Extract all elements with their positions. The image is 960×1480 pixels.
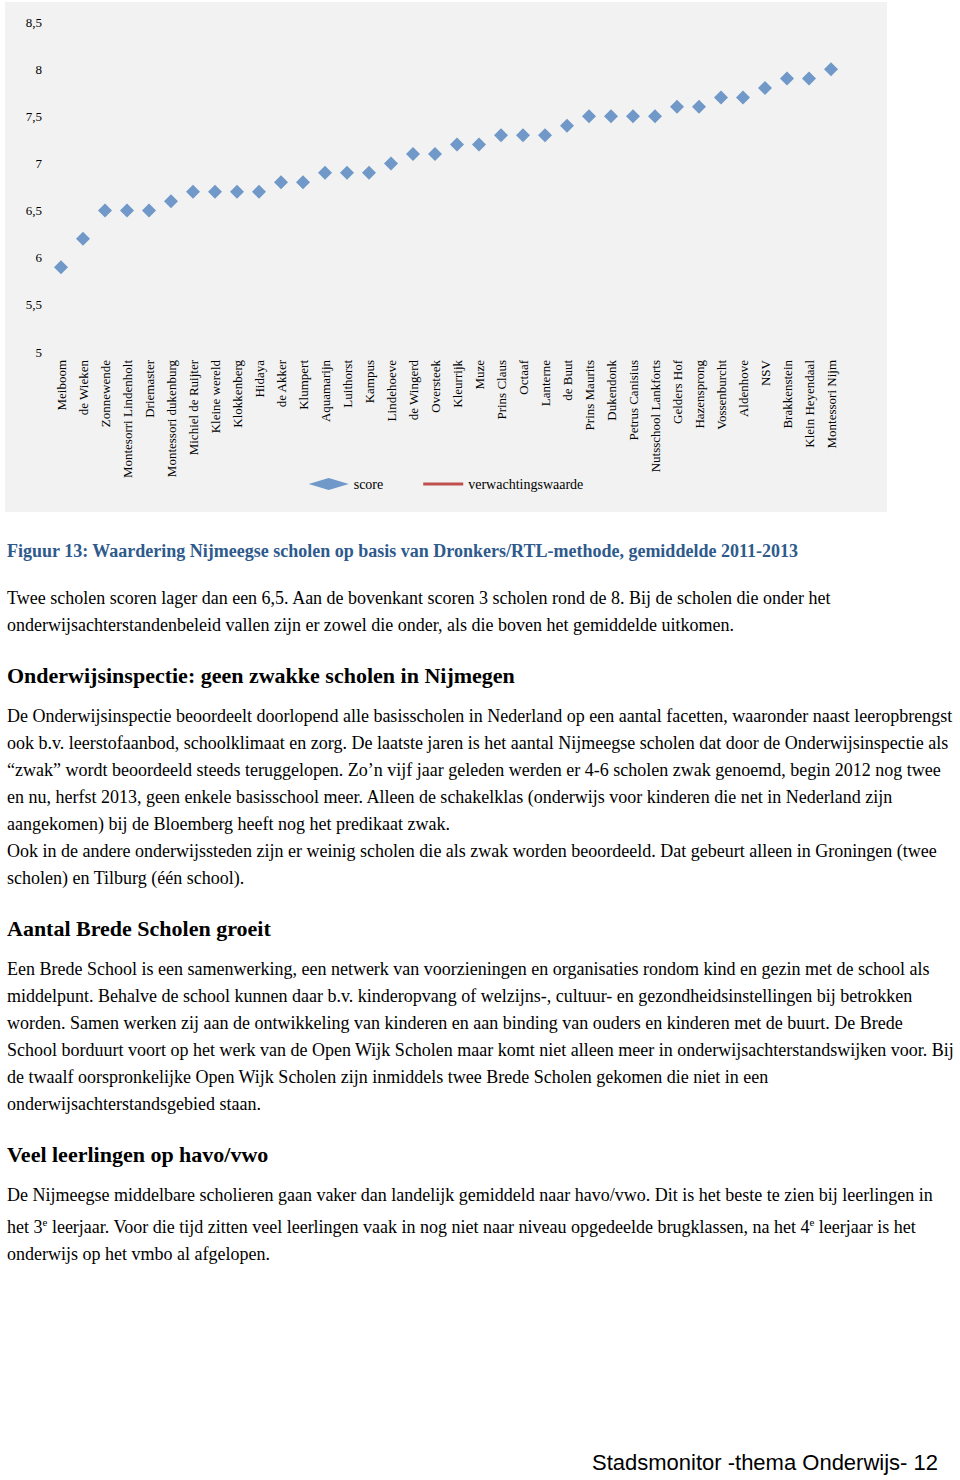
- svg-text:Hazensprong: Hazensprong: [692, 360, 707, 429]
- svg-text:de Akker: de Akker: [274, 359, 289, 407]
- svg-text:Lanterne: Lanterne: [538, 360, 553, 406]
- svg-text:Driemaster: Driemaster: [142, 359, 157, 417]
- svg-text:Klumpert: Klumpert: [296, 360, 311, 410]
- svg-text:5,5: 5,5: [26, 297, 42, 312]
- svg-text:Klein Heyendaal: Klein Heyendaal: [802, 360, 817, 448]
- svg-text:Montesorri Lindenholt: Montesorri Lindenholt: [120, 360, 135, 478]
- svg-text:Octaaf: Octaaf: [516, 359, 531, 394]
- svg-text:8: 8: [36, 62, 43, 77]
- svg-text:6: 6: [36, 250, 43, 265]
- svg-text:Kleine wereld: Kleine wereld: [208, 360, 223, 434]
- svg-text:7,5: 7,5: [26, 109, 42, 124]
- svg-text:Prins Maurits: Prins Maurits: [582, 360, 597, 430]
- svg-text:Hidaya: Hidaya: [252, 360, 267, 398]
- svg-text:Dukendonk: Dukendonk: [604, 360, 619, 421]
- svg-text:Klokkenberg: Klokkenberg: [230, 360, 245, 428]
- svg-text:Kleurrijk: Kleurrijk: [450, 360, 465, 408]
- svg-text:Aquamarijn: Aquamarijn: [318, 360, 333, 423]
- svg-text:Kampus: Kampus: [362, 360, 377, 403]
- svg-text:Meiboom: Meiboom: [54, 360, 69, 411]
- svg-text:Luithorst: Luithorst: [340, 360, 355, 408]
- svg-text:Gelders Hof: Gelders Hof: [670, 359, 685, 424]
- svg-text:verwachtingswaarde: verwachtingswaarde: [468, 477, 583, 492]
- svg-text:de Buut: de Buut: [560, 360, 575, 401]
- svg-text:score: score: [354, 477, 384, 492]
- svg-text:Petrus Canisius: Petrus Canisius: [626, 360, 641, 441]
- svg-text:Prins Claus: Prins Claus: [494, 360, 509, 420]
- html-text:Figuur 13: Waardering Nijmeegs: Figuur 13: Waardering Nijmeegse scholen …: [7, 541, 798, 561]
- html-text:Aantal Brede Scholen groeit: Aantal Brede Scholen groeit: [7, 916, 271, 941]
- svg-text:Montessori dukenburg: Montessori dukenburg: [164, 360, 179, 478]
- svg-text:6,5: 6,5: [26, 203, 42, 218]
- html-text:Stadsmonitor -thema Onderwijs-: Stadsmonitor -thema Onderwijs- 12: [592, 1450, 938, 1475]
- html-text:Twee scholen scoren lager dan: Twee scholen scoren lager dan een 6,5. A…: [7, 588, 831, 635]
- html-text:Veel leerlingen op havo/vwo: Veel leerlingen op havo/vwo: [7, 1142, 269, 1167]
- svg-text:Oversteek: Oversteek: [428, 360, 443, 413]
- svg-text:Brakkenstein: Brakkenstein: [780, 360, 795, 429]
- html-text:Een Brede School is een samenw: Een Brede School is een samenwerking, ee…: [7, 959, 954, 1114]
- svg-text:5: 5: [36, 345, 43, 360]
- svg-text:de Wingerd: de Wingerd: [406, 360, 421, 421]
- svg-text:Nutsschool Lankforts: Nutsschool Lankforts: [648, 360, 663, 472]
- svg-text:Michiel de Ruijter: Michiel de Ruijter: [186, 359, 201, 455]
- svg-text:Vossenburcht: Vossenburcht: [714, 360, 729, 430]
- html-text:De Onderwijsinspectie beoordee: De Onderwijsinspectie beoordeelt doorlop…: [7, 706, 953, 834]
- svg-text:Muze: Muze: [472, 360, 487, 390]
- svg-text:de Wieken: de Wieken: [76, 360, 91, 416]
- html-text:Onderwijsinspectie: geen zwakk: Onderwijsinspectie: geen zwakke scholen …: [7, 663, 515, 688]
- svg-text:Montessori Nijm: Montessori Nijm: [824, 360, 839, 448]
- html-text:Ook in de andere onderwijssted: Ook in de andere onderwijssteden zijn er…: [7, 841, 937, 888]
- svg-text:7: 7: [36, 156, 43, 171]
- svg-text:8,5: 8,5: [26, 15, 42, 30]
- svg-text:Zonnewende: Zonnewende: [98, 360, 113, 427]
- svg-text:Lindehoeve: Lindehoeve: [384, 360, 399, 422]
- svg-text:NSV: NSV: [758, 359, 773, 386]
- html-text:De Nijmeegse middelbare scholi: De Nijmeegse middelbare scholieren gaan …: [7, 1185, 933, 1264]
- svg-text:Aldenhove: Aldenhove: [736, 360, 751, 417]
